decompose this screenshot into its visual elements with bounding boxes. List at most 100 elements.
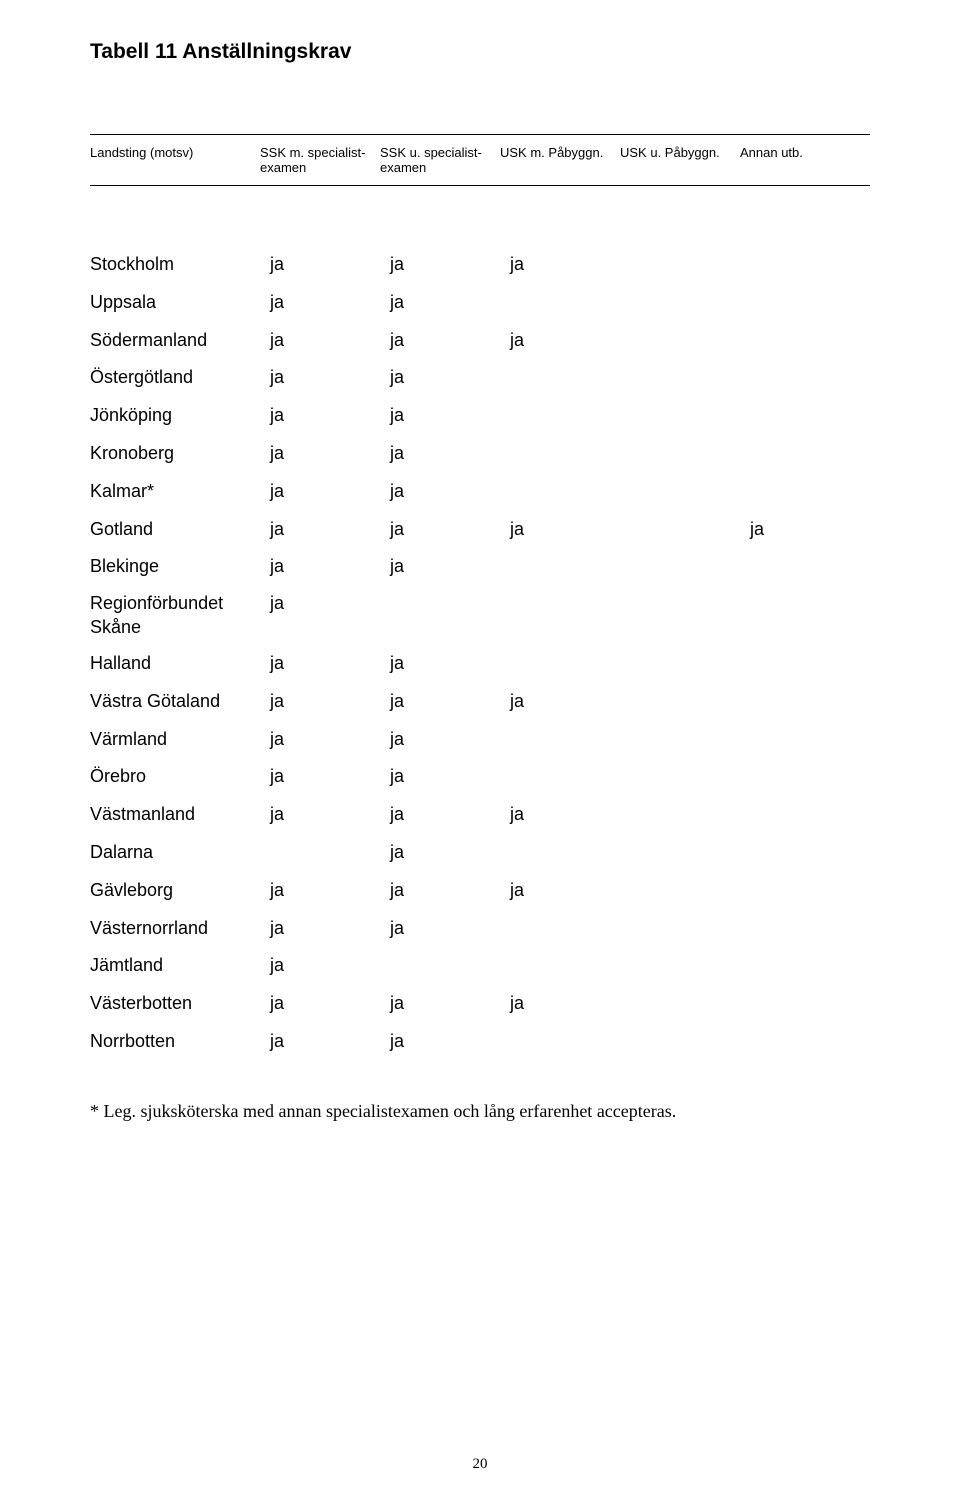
- value-cell: [500, 473, 620, 511]
- value-cell: [500, 359, 620, 397]
- region-cell: Västernorrland: [90, 910, 260, 948]
- value-cell: [500, 645, 620, 683]
- value-cell: [620, 548, 740, 586]
- region-cell: Västra Götaland: [90, 683, 260, 721]
- value-cell: [500, 397, 620, 435]
- table-row: Östergötlandjaja: [90, 359, 870, 397]
- value-cell: ja: [260, 758, 380, 796]
- value-cell: ja: [260, 473, 380, 511]
- region-cell: Uppsala: [90, 284, 260, 322]
- value-cell: ja: [380, 473, 500, 511]
- table-body: StockholmjajajaUppsalajajaSödermanlandja…: [90, 246, 870, 1061]
- value-cell: [620, 645, 740, 683]
- value-cell: ja: [380, 322, 500, 360]
- value-cell: ja: [260, 284, 380, 322]
- region-cell: Södermanland: [90, 322, 260, 360]
- value-cell: [620, 1023, 740, 1061]
- region-cell: Örebro: [90, 758, 260, 796]
- region-cell: Västerbotten: [90, 985, 260, 1023]
- value-cell: ja: [500, 511, 620, 549]
- value-cell: [620, 796, 740, 834]
- value-cell: ja: [380, 910, 500, 948]
- value-cell: [740, 985, 840, 1023]
- value-cell: ja: [260, 359, 380, 397]
- region-cell: Gävleborg: [90, 872, 260, 910]
- value-cell: [740, 592, 840, 639]
- col-header-4: USK u. Påbyggn.: [620, 145, 740, 175]
- value-cell: ja: [260, 548, 380, 586]
- header-row: Landsting (motsv) SSK m. specialist- exa…: [90, 135, 870, 185]
- page-number: 20: [0, 1456, 960, 1473]
- value-cell: [500, 284, 620, 322]
- value-cell: [500, 834, 620, 872]
- table-row: Kronobergjaja: [90, 435, 870, 473]
- value-cell: ja: [380, 246, 500, 284]
- footnote: * Leg. sjuksköterska med annan specialis…: [90, 1101, 870, 1122]
- value-cell: [620, 322, 740, 360]
- value-cell: [740, 473, 840, 511]
- table-row: Stockholmjajaja: [90, 246, 870, 284]
- table-row: Västra Götalandjajaja: [90, 683, 870, 721]
- value-cell: [620, 683, 740, 721]
- value-cell: [620, 284, 740, 322]
- value-cell: ja: [500, 985, 620, 1023]
- value-cell: [620, 721, 740, 759]
- table-row: Norrbottenjaja: [90, 1023, 870, 1061]
- col-header-5: Annan utb.: [740, 145, 840, 175]
- value-cell: [500, 721, 620, 759]
- col-header-2-line1: SSK u. specialist-: [380, 145, 482, 160]
- value-cell: [740, 683, 840, 721]
- value-cell: [740, 758, 840, 796]
- table-row: Västerbottenjajaja: [90, 985, 870, 1023]
- value-cell: ja: [260, 985, 380, 1023]
- value-cell: ja: [380, 645, 500, 683]
- value-cell: ja: [380, 985, 500, 1023]
- table-row: Uppsalajaja: [90, 284, 870, 322]
- region-cell: Blekinge: [90, 548, 260, 586]
- value-cell: ja: [380, 359, 500, 397]
- table-title: Tabell 11 Anställningskrav: [90, 40, 870, 64]
- value-cell: ja: [380, 796, 500, 834]
- table-row: Jönköpingjaja: [90, 397, 870, 435]
- value-cell: ja: [380, 284, 500, 322]
- col-header-region: Landsting (motsv): [90, 145, 260, 175]
- region-cell: Jönköping: [90, 397, 260, 435]
- value-cell: [740, 796, 840, 834]
- value-cell: [740, 721, 840, 759]
- table-row: Örebrojaja: [90, 758, 870, 796]
- value-cell: [740, 1023, 840, 1061]
- value-cell: [500, 758, 620, 796]
- value-cell: [380, 592, 500, 639]
- value-cell: [740, 872, 840, 910]
- table-row: Gotlandjajajaja: [90, 511, 870, 549]
- value-cell: [620, 758, 740, 796]
- region-cell: Gotland: [90, 511, 260, 549]
- value-cell: ja: [260, 592, 380, 639]
- value-cell: ja: [260, 721, 380, 759]
- region-cell: Kronoberg: [90, 435, 260, 473]
- value-cell: ja: [260, 796, 380, 834]
- col-header-1: SSK m. specialist- examen: [260, 145, 380, 175]
- col-header-1-line2: examen: [260, 160, 306, 175]
- value-cell: ja: [260, 435, 380, 473]
- region-cell: Västmanland: [90, 796, 260, 834]
- value-cell: ja: [260, 645, 380, 683]
- table-row: Dalarnaja: [90, 834, 870, 872]
- value-cell: ja: [500, 872, 620, 910]
- value-cell: ja: [260, 511, 380, 549]
- value-cell: [740, 834, 840, 872]
- value-cell: [620, 872, 740, 910]
- value-cell: ja: [380, 721, 500, 759]
- table-row: Södermanlandjajaja: [90, 322, 870, 360]
- value-cell: [740, 246, 840, 284]
- value-cell: [260, 834, 380, 872]
- table-row: Hallandjaja: [90, 645, 870, 683]
- value-cell: [500, 910, 620, 948]
- value-cell: [620, 592, 740, 639]
- region-cell: Värmland: [90, 721, 260, 759]
- value-cell: [620, 473, 740, 511]
- value-cell: [620, 246, 740, 284]
- value-cell: ja: [380, 435, 500, 473]
- value-cell: [740, 284, 840, 322]
- value-cell: [620, 910, 740, 948]
